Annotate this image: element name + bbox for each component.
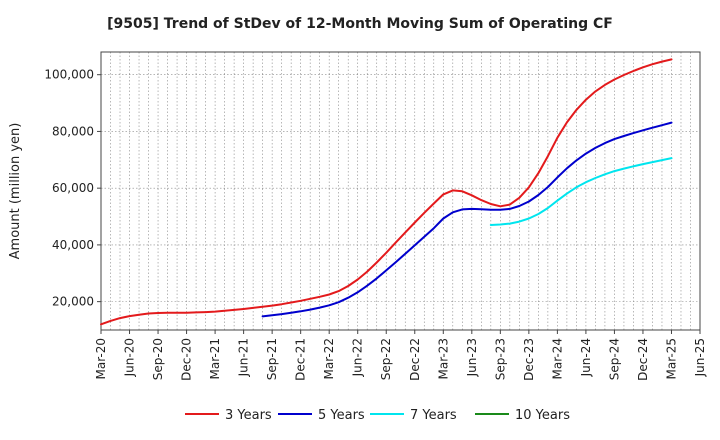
y-tick-label: 80,000 (52, 124, 94, 138)
x-tick-label: Dec-22 (408, 338, 422, 381)
chart-title: [9505] Trend of StDev of 12-Month Moving… (107, 16, 613, 32)
x-axis: Mar-20 Jun-20 Sep-20 Dec-20 Mar-21 Jun-21 Sep-… (94, 330, 707, 381)
x-tick-label: Dec-21 (294, 338, 308, 381)
y-axis: 20,000 40,000 60,000 80,000 100,000 (44, 68, 101, 309)
x-tick-label: Jun-21 (237, 338, 251, 377)
legend-label-10-years: 10 Years (515, 408, 570, 423)
x-tick-label: Sep-23 (493, 338, 507, 380)
x-tick-label: Dec-20 (180, 338, 194, 381)
x-tick-label: Sep-22 (379, 338, 393, 380)
x-tick-label: Jun-23 (465, 338, 479, 377)
series-line-3-years (100, 58, 673, 326)
x-tick-label: Sep-24 (607, 338, 621, 380)
x-tick-label: Mar-24 (550, 338, 564, 379)
x-tick-label: Sep-21 (265, 338, 279, 380)
x-tick-label: Mar-21 (208, 338, 222, 379)
x-tick-label: Jun-24 (579, 338, 593, 377)
y-tick-label: 60,000 (52, 181, 94, 195)
y-tick-label: 40,000 (52, 238, 94, 252)
x-tick-label: Jun-25 (693, 338, 707, 377)
series-lines (100, 58, 673, 326)
x-tick-label: Mar-22 (322, 338, 336, 379)
y-tick-label: 20,000 (52, 295, 94, 309)
x-tick-label: Sep-20 (151, 338, 165, 380)
legend: 3 Years 5 Years 7 Years 10 Years (185, 408, 570, 423)
x-tick-label: Mar-25 (664, 338, 678, 379)
legend-label-5-years: 5 Years (318, 408, 365, 423)
legend-label-3-years: 3 Years (225, 408, 272, 423)
series-line-7-years (489, 157, 673, 226)
legend-label-7-years: 7 Years (410, 408, 457, 423)
series-line-5-years (261, 121, 673, 318)
plot-area (100, 51, 701, 331)
x-tick-label: Jun-20 (123, 338, 137, 377)
grid (101, 52, 700, 330)
x-tick-label: Dec-24 (636, 338, 650, 381)
x-tick-label: Jun-22 (351, 338, 365, 377)
x-tick-label: Dec-23 (522, 338, 536, 381)
y-tick-label: 100,000 (44, 68, 94, 82)
x-tick-label: Mar-20 (94, 338, 108, 379)
x-tick-label: Mar-23 (436, 338, 450, 379)
y-axis-label: Amount (million yen) (8, 123, 23, 260)
